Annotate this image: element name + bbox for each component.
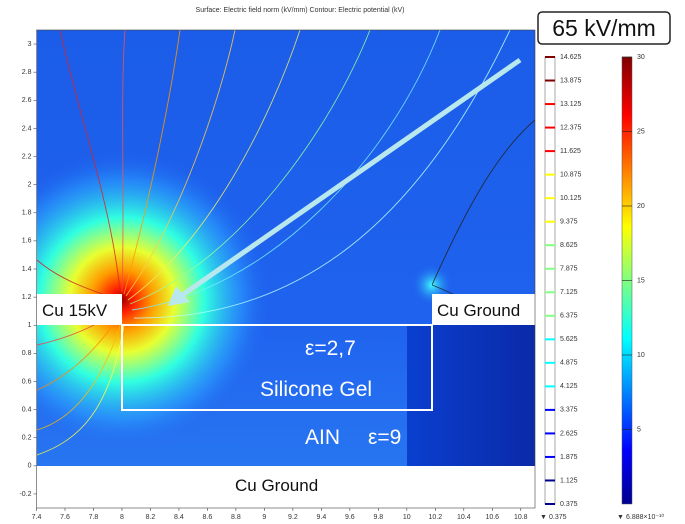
- y-tick-label: 0.6: [22, 378, 32, 385]
- silicone-gel-outline: [121, 324, 433, 411]
- colorbar-tick-label: 5: [637, 426, 641, 433]
- colorbar-tick-label: 4.125: [560, 383, 578, 390]
- annotation: 65 kV/mm: [552, 15, 656, 41]
- colorbar-tick-label: 1.875: [560, 454, 578, 461]
- y-tick-label: 1.6: [22, 238, 32, 245]
- colorbar-tick-label: 15: [637, 277, 645, 284]
- colorbar-tick-label: 3.375: [560, 407, 578, 414]
- y-tick-label: 0.4: [22, 406, 32, 413]
- colorbar-tick-label: 9.375: [560, 219, 578, 226]
- colorbar-tick-label: 4.875: [560, 360, 578, 367]
- dark-region: [407, 325, 535, 466]
- arrow-head: [168, 286, 190, 306]
- y-tick-label: 0.2: [22, 435, 32, 442]
- annotation: ε=9: [368, 426, 401, 449]
- contour-colorbar: [544, 56, 556, 505]
- chart-title: Surface: Electric field norm (kV/mm) Con…: [196, 7, 405, 14]
- annotation: Cu 15kV: [42, 301, 108, 320]
- x-tick-label: 8.8: [231, 514, 241, 521]
- colorbar-tick-label: 5.625: [560, 336, 578, 343]
- y-tick-label: 2.6: [22, 97, 32, 104]
- electrode-cu-ground: [432, 294, 535, 325]
- x-tick-label: 10.4: [457, 514, 471, 521]
- annotation: AIN: [305, 426, 340, 449]
- colorbar-tick-label: 6.375: [560, 313, 578, 320]
- colorbar-tick-label: 10.875: [560, 171, 582, 178]
- x-tick-label: 9.8: [373, 514, 383, 521]
- colorbar-tick-label: 13.125: [560, 101, 582, 108]
- colorbar-tick-label: 2.625: [560, 430, 578, 437]
- x-tick-label: 7.6: [60, 514, 70, 521]
- x-tick-label: 10.2: [428, 514, 442, 521]
- x-tick-label: 10: [403, 514, 411, 521]
- colorbar-tick-label: 20: [637, 203, 645, 210]
- contour-lines: [36, 29, 536, 456]
- electrode-cu-15kv: [37, 294, 122, 325]
- annotation: Cu Ground: [235, 476, 318, 495]
- y-tick-label: -0.2: [19, 491, 31, 498]
- y-tick-label: 1.4: [22, 266, 32, 273]
- min-marker: ▼: [540, 514, 547, 521]
- colorbar-tick-label: 1.125: [560, 477, 578, 484]
- colorbar-tick-label: 25: [637, 128, 645, 135]
- colorbar-min-label: 6.888×10⁻¹⁰: [626, 513, 664, 521]
- x-tick-label: 7.8: [89, 514, 99, 521]
- annotation: Cu Ground: [437, 301, 520, 320]
- electrode-cu-ground-bottom: [37, 466, 535, 508]
- plot-area: 65 kV/mm Cu 15kV Cu Ground ε=2,7 Silicon…: [36, 11, 671, 508]
- y-tick-label: 2.2: [22, 153, 32, 160]
- y-tick-label: 0.8: [22, 350, 32, 357]
- colorbar-tick-label: 0.375: [560, 501, 578, 508]
- x-tick-label: 8.6: [203, 514, 213, 521]
- colorbar-tick-label: 11.625: [560, 148, 581, 155]
- colorbar-tick-label: 30: [637, 54, 645, 61]
- colorbar-tick-label: 13.875: [560, 77, 582, 84]
- arrow: [176, 57, 522, 301]
- x-tick-label: 9.4: [316, 514, 326, 521]
- min-marker: ▼: [617, 514, 624, 521]
- y-tick-label: 0: [28, 463, 32, 470]
- colorbar-tick-label: 7.125: [560, 289, 578, 296]
- x-tick-label: 10.6: [485, 514, 499, 521]
- x-tick-label: 7.4: [32, 514, 42, 521]
- colorbar-tick-label: 14.625: [560, 54, 582, 61]
- y-tick-label: 1.8: [22, 210, 32, 217]
- annotation: ε=2,7: [305, 337, 356, 360]
- x-tick-label: 8: [120, 514, 124, 521]
- colorbar-tick-label: 12.375: [560, 124, 582, 131]
- x-tick-label: 10.8: [514, 514, 528, 521]
- y-tick-label: 1: [28, 322, 32, 329]
- y-tick-label: 2.8: [22, 69, 32, 76]
- x-tick-label: 9.2: [288, 514, 298, 521]
- x-tick-label: 9: [262, 514, 266, 521]
- y-tick-label: 3: [28, 41, 32, 48]
- y-tick-label: 1.2: [22, 294, 32, 301]
- y-tick-label: 2: [28, 181, 32, 188]
- colorbar-min-label: 0.375: [549, 514, 567, 521]
- x-tick-label: 8.2: [146, 514, 156, 521]
- colorbar-tick-label: 8.625: [560, 242, 578, 249]
- x-tick-label: 8.4: [174, 514, 184, 521]
- colorbar-tick-label: 7.875: [560, 266, 578, 273]
- colorbar-tick-label: 10: [637, 352, 645, 359]
- colorbar-tick-label: 10.125: [560, 195, 582, 202]
- annotation: Silicone Gel: [260, 378, 372, 401]
- y-tick-label: 2.4: [22, 125, 32, 132]
- annotation-box: [537, 11, 671, 45]
- x-tick-label: 9.6: [345, 514, 355, 521]
